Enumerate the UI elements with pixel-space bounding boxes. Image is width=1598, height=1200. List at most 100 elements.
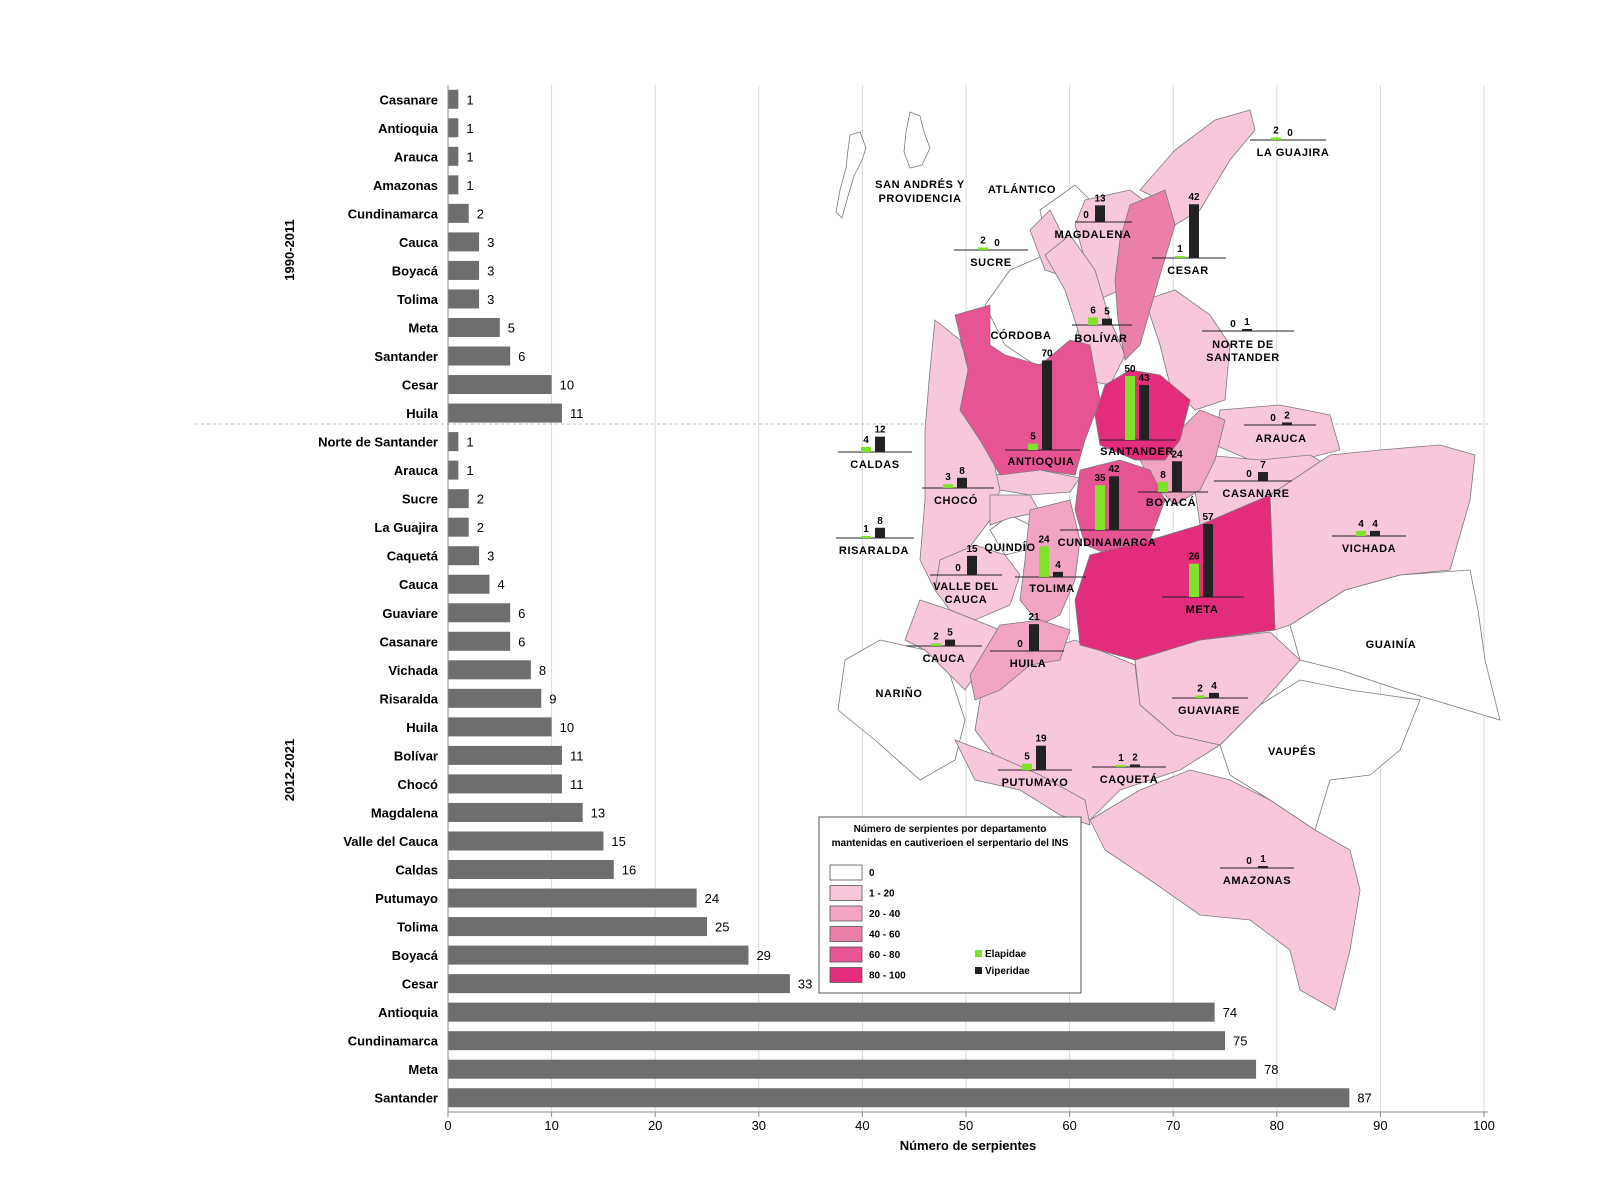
department-label: BOYACÁ [1146, 496, 1196, 509]
legend-class-label: 1 - 20 [869, 889, 895, 900]
data-label: 1 [466, 92, 473, 107]
category-label: Arauca [394, 463, 439, 478]
mini-value-viperidae: 2 [1284, 410, 1290, 421]
x-tick-label: 40 [855, 1118, 869, 1133]
legend-swatch [829, 885, 863, 901]
bar [448, 860, 614, 880]
mini-value-elapidae: 2 [980, 235, 986, 246]
region-bolivar [1044, 234, 1126, 386]
mini-bar-elapidae [861, 536, 871, 538]
bar [448, 603, 511, 623]
mini-value-elapidae: 4 [863, 435, 869, 446]
category-label: Boyacá [392, 948, 439, 963]
mini-value-viperidae: 57 [1202, 512, 1214, 523]
mini-value-viperidae: 24 [1171, 449, 1183, 460]
mini-value-elapidae: 2 [1197, 683, 1203, 694]
department-label: PUTUMAYO [1002, 777, 1069, 789]
mini-bar-viperidae [1189, 204, 1199, 258]
department-label: PROVIDENCIA [879, 193, 962, 205]
department-label: CÓRDOBA [990, 329, 1051, 342]
bar [448, 1002, 1215, 1022]
mini-bar-viperidae [1282, 422, 1292, 425]
bar [448, 89, 459, 109]
bar [448, 546, 480, 566]
category-label: Chocó [398, 777, 439, 792]
legend-box [818, 816, 1082, 994]
category-label: Huila [406, 720, 439, 735]
category-label: La Guajira [374, 520, 438, 535]
category-label: Santander [374, 1091, 438, 1106]
region-putumayo [954, 739, 1091, 826]
bar [448, 517, 469, 537]
bar [448, 974, 790, 994]
category-label: Antioquia [378, 121, 439, 136]
region-vaupes [1219, 679, 1421, 831]
mini-bar-viperidae [1109, 476, 1119, 530]
legend-title-line2: mantenidas en cautiverioen el serpentari… [832, 838, 1069, 849]
category-label: Putumayo [375, 891, 438, 906]
mini-value-viperidae: 19 [1035, 734, 1047, 745]
data-label: 16 [622, 863, 636, 878]
category-label: Cundinamarca [348, 1034, 439, 1049]
x-tick-label: 60 [1062, 1118, 1076, 1133]
mini-value-elapidae: 5 [1030, 432, 1036, 443]
mini-value-elapidae: 24 [1038, 534, 1050, 545]
legend-title-line1: Número de serpientes por departamento [854, 824, 1047, 835]
data-label: 6 [518, 606, 525, 621]
data-label: 15 [611, 834, 625, 849]
category-label: Caldas [395, 863, 438, 878]
department-label: GUAVIARE [1178, 705, 1240, 717]
mini-bar-elapidae [1116, 765, 1126, 767]
department-label: RISARALDA [839, 545, 909, 557]
department-label: NORTE DE [1212, 339, 1274, 351]
data-label: 1 [466, 463, 473, 478]
data-label: 75 [1233, 1034, 1247, 1049]
mini-bar-viperidae [957, 477, 967, 488]
data-label: 3 [487, 235, 494, 250]
category-label: Guaviare [382, 606, 438, 621]
mini-value-elapidae: 1 [863, 524, 869, 535]
bar [448, 260, 480, 280]
bar [448, 146, 459, 166]
department-label: CALDAS [850, 459, 899, 471]
mini-bar-elapidae [1271, 137, 1281, 140]
mini-bar-viperidae [1258, 472, 1268, 481]
mini-value-elapidae: 0 [1017, 639, 1023, 650]
mini-value-elapidae: 8 [1160, 470, 1166, 481]
data-label: 2 [477, 206, 484, 221]
department-label: VAUPÉS [1268, 745, 1316, 758]
data-label: 74 [1223, 1005, 1237, 1020]
data-label: 11 [570, 748, 584, 763]
category-label: Sucre [402, 492, 438, 507]
mini-value-viperidae: 21 [1028, 612, 1040, 623]
mini-value-viperidae: 15 [966, 544, 978, 555]
bar [448, 660, 531, 680]
bar [448, 945, 749, 965]
department-label: QUINDÍO [984, 541, 1035, 554]
category-label: Arauca [394, 149, 439, 164]
mini-bar-viperidae [945, 639, 955, 646]
mini-bar-viperidae [1130, 764, 1140, 767]
mini-value-viperidae: 70 [1041, 348, 1053, 359]
mini-bar-viperidae [1203, 524, 1213, 597]
mini-bar-viperidae [1209, 692, 1219, 698]
department-label: NARIÑO [876, 687, 923, 700]
mini-bar-viperidae [1095, 205, 1105, 222]
bar [448, 289, 480, 309]
department-label: ANTIOQUIA [1007, 456, 1074, 468]
mini-bar-viperidae [967, 555, 977, 575]
bar [448, 1059, 1257, 1079]
region-tolima [1019, 499, 1081, 626]
region-norte-de-santander [1144, 289, 1231, 411]
category-label: Tolima [397, 292, 439, 307]
mini-value-elapidae: 35 [1094, 473, 1106, 484]
mini-value-viperidae: 2 [1132, 752, 1138, 763]
mini-value-viperidae: 7 [1260, 460, 1266, 471]
legend-swatch [829, 967, 863, 983]
department-label: SAN ANDRÉS Y [875, 178, 965, 191]
bar [448, 432, 459, 452]
department-label: VICHADA [1342, 543, 1396, 555]
data-label: 9 [549, 691, 556, 706]
data-label: 11 [570, 777, 584, 792]
mini-value-viperidae: 42 [1108, 464, 1120, 475]
